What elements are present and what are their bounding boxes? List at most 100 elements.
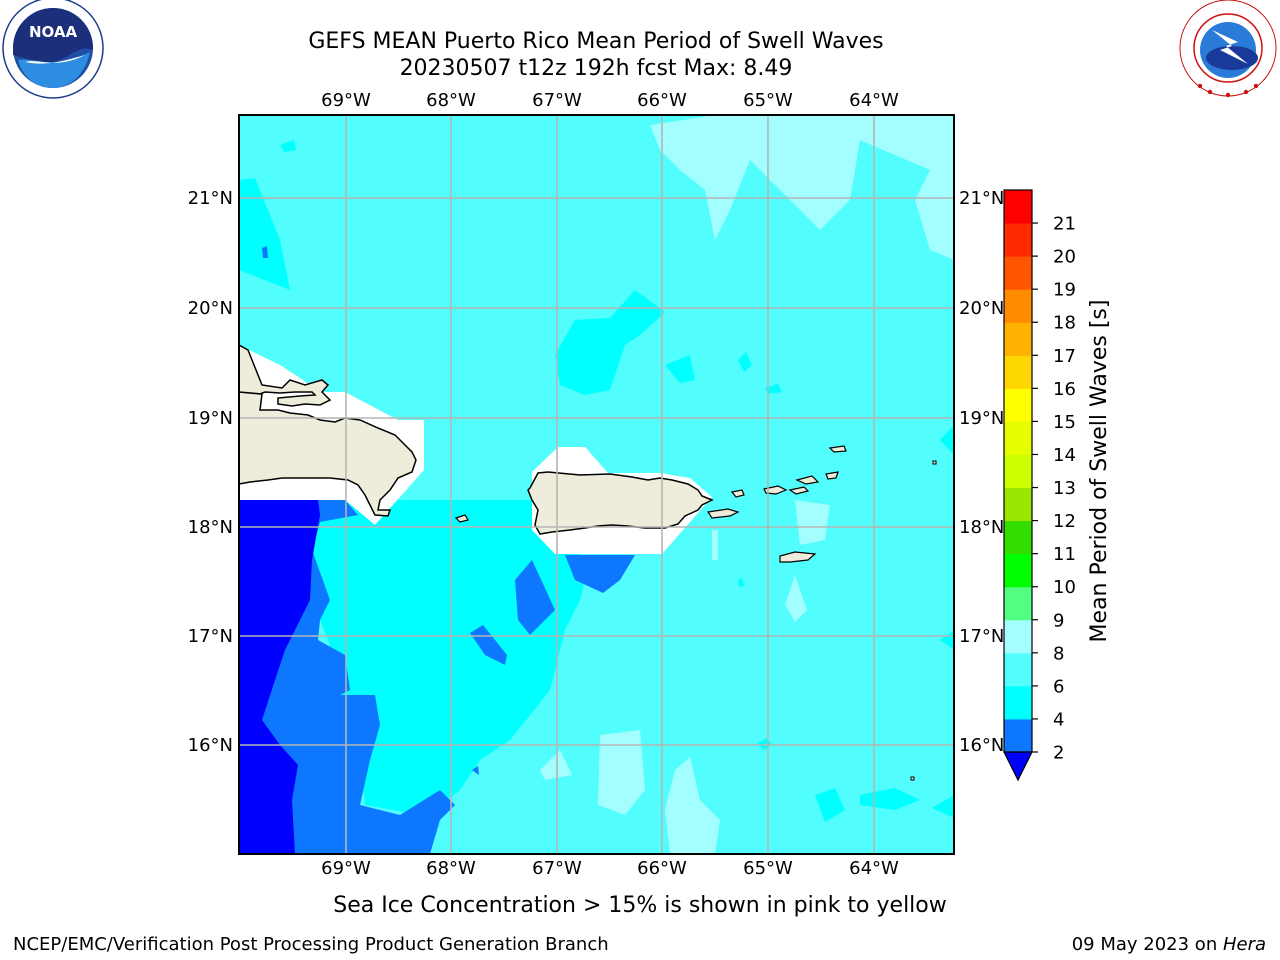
nws-logo-icon (1179, 0, 1277, 98)
lon-tick-bottom: 69°W (321, 858, 371, 879)
swell-8-9-patch-s (540, 750, 572, 780)
lat-tick-right: 21°N (959, 188, 1004, 209)
land-small-se (910, 776, 915, 781)
lat-ticks-left: 21°N 20°N 19°N 18°N 17°N 16°N (188, 188, 233, 756)
footer-right: 09 May 2023 on Hera (1072, 934, 1266, 955)
colorbar-segment (1004, 388, 1032, 422)
swell-8-9-patch-ms (785, 575, 807, 622)
map-panel (239, 115, 954, 854)
swell-2-4-small (470, 625, 507, 665)
colorbar-segment (1004, 322, 1032, 356)
footer-left: NCEP/EMC/Verification Post Processing Pr… (13, 934, 609, 955)
svg-text:NOAA: NOAA (29, 23, 78, 41)
lat-tick-right: 18°N (959, 517, 1004, 538)
land-small-ne (932, 460, 937, 465)
colorbar-tick-label: 18 (1053, 313, 1076, 334)
land-virgin-gorda (825, 471, 839, 480)
colorbar-segment (1004, 190, 1032, 224)
lat-tick-left: 18°N (188, 517, 233, 538)
land-st-thomas (763, 485, 788, 495)
colorbar-segment (1004, 619, 1032, 654)
map-grid (239, 115, 954, 854)
colorbar-tick-label: 9 (1053, 610, 1064, 631)
colorbar: 2 4 6 8 9 10 11 12 13 14 15 16 17 18 19 20 21 (1003, 189, 1076, 782)
lat-tick-right: 17°N (959, 626, 1004, 647)
colorbar-segment (1004, 652, 1032, 687)
lon-tick-top: 64°W (849, 90, 899, 111)
swell-2-4-speck (472, 766, 479, 775)
colorbar-segment (1004, 256, 1032, 290)
lon-ticks-top: 69°W 68°W 67°W 66°W 65°W 64°W (321, 90, 899, 111)
lon-tick-top: 66°W (637, 90, 687, 111)
lon-tick-bottom: 68°W (426, 858, 476, 879)
colorbar-tick-label: 6 (1053, 676, 1064, 697)
colorbar-tick-label: 8 (1053, 643, 1064, 664)
swell-4-6-speck1 (738, 352, 752, 372)
swell-4-6-speck2 (765, 384, 782, 394)
land-anegada (828, 445, 847, 453)
lon-tick-top: 65°W (743, 90, 793, 111)
swell-4-6-patch-se3 (932, 795, 954, 818)
land-st-croix (779, 551, 817, 563)
colorbar-outline (1003, 189, 1033, 753)
swell-8-9-patch-mpr (712, 530, 718, 560)
land-tortola (795, 475, 820, 485)
lon-tick-top: 69°W (321, 90, 371, 111)
colorbar-tick-label: 19 (1053, 280, 1076, 301)
colorbar-tick-label: 10 (1053, 577, 1076, 598)
land-mona (454, 514, 469, 523)
lat-tick-left: 21°N (188, 188, 233, 209)
swell-4-6-east-edge2 (940, 630, 954, 650)
lat-tick-left: 17°N (188, 626, 233, 647)
swell-4-6-west-strip (239, 178, 290, 290)
colorbar-tick-label: 21 (1053, 214, 1076, 235)
swell-8-9-patch-e (795, 500, 830, 545)
swell-8-9-patch-se (598, 730, 645, 815)
land-st-john (788, 486, 810, 495)
swell-4-6-east-edge (940, 425, 954, 455)
colorbar-segment (1004, 586, 1032, 621)
land-puerto-rico (527, 471, 714, 535)
colorbar-tick-label: 13 (1053, 478, 1076, 499)
lat-tick-left: 19°N (188, 408, 233, 429)
colorbar-tick-label: 12 (1053, 511, 1076, 532)
swell-2-4-mid (515, 560, 555, 635)
lat-ticks-right: 21°N 20°N 19°N 18°N 17°N 16°N (959, 188, 1004, 756)
swell-4-6-north-small (665, 355, 695, 383)
lon-tick-top: 68°W (426, 90, 476, 111)
swell-4-6-speck3 (280, 140, 296, 152)
swell-4-6-speck5 (738, 578, 744, 587)
colorbar-tick-label: 20 (1053, 247, 1076, 268)
swell-2-4-south-pr (565, 555, 635, 593)
colorbar-segment (1004, 289, 1032, 323)
swell-lt2-west (239, 500, 320, 854)
colorbar-tick-label: 14 (1053, 445, 1076, 466)
colorbar-tick-label: 16 (1053, 379, 1076, 400)
sea-ice-caption: Sea Ice Concentration > 15% is shown in … (333, 893, 947, 918)
lon-tick-bottom: 67°W (532, 858, 582, 879)
colorbar-segment (1004, 487, 1032, 522)
chart-subtitle: 20230507 t12z 192h fcst Max: 8.49 (400, 56, 793, 81)
lat-tick-left: 16°N (188, 735, 233, 756)
colorbar-segment (1004, 355, 1032, 389)
colorbar-segment (1004, 718, 1032, 753)
lon-tick-bottom: 64°W (849, 858, 899, 879)
chart-title: GEFS MEAN Puerto Rico Mean Period of Swe… (308, 29, 883, 54)
colorbar-label: Mean Period of Swell Waves [s] (1087, 300, 1112, 643)
colorbar-extend-triangle (1003, 751, 1033, 782)
colorbar-segment (1004, 553, 1032, 588)
colorbar-tick-label: 15 (1053, 412, 1076, 433)
colorbar-tick-label: 4 (1053, 709, 1064, 730)
lat-tick-left: 20°N (188, 298, 233, 319)
colorbar-tick-label: 11 (1053, 544, 1076, 565)
land-hispaniola (239, 344, 417, 517)
lon-tick-bottom: 65°W (743, 858, 793, 879)
swell-8-9-patch-ne (650, 115, 954, 260)
colorbar-segment (1004, 421, 1032, 455)
colorbar-tick-label: 2 (1053, 743, 1064, 764)
swell-4-6-patch-se1 (815, 788, 845, 822)
swell-4-6-north-patch (555, 290, 665, 395)
lon-ticks-bottom: 69°W 68°W 67°W 66°W 65°W 64°W (321, 858, 899, 879)
swell-2-4-speck2 (262, 246, 268, 258)
